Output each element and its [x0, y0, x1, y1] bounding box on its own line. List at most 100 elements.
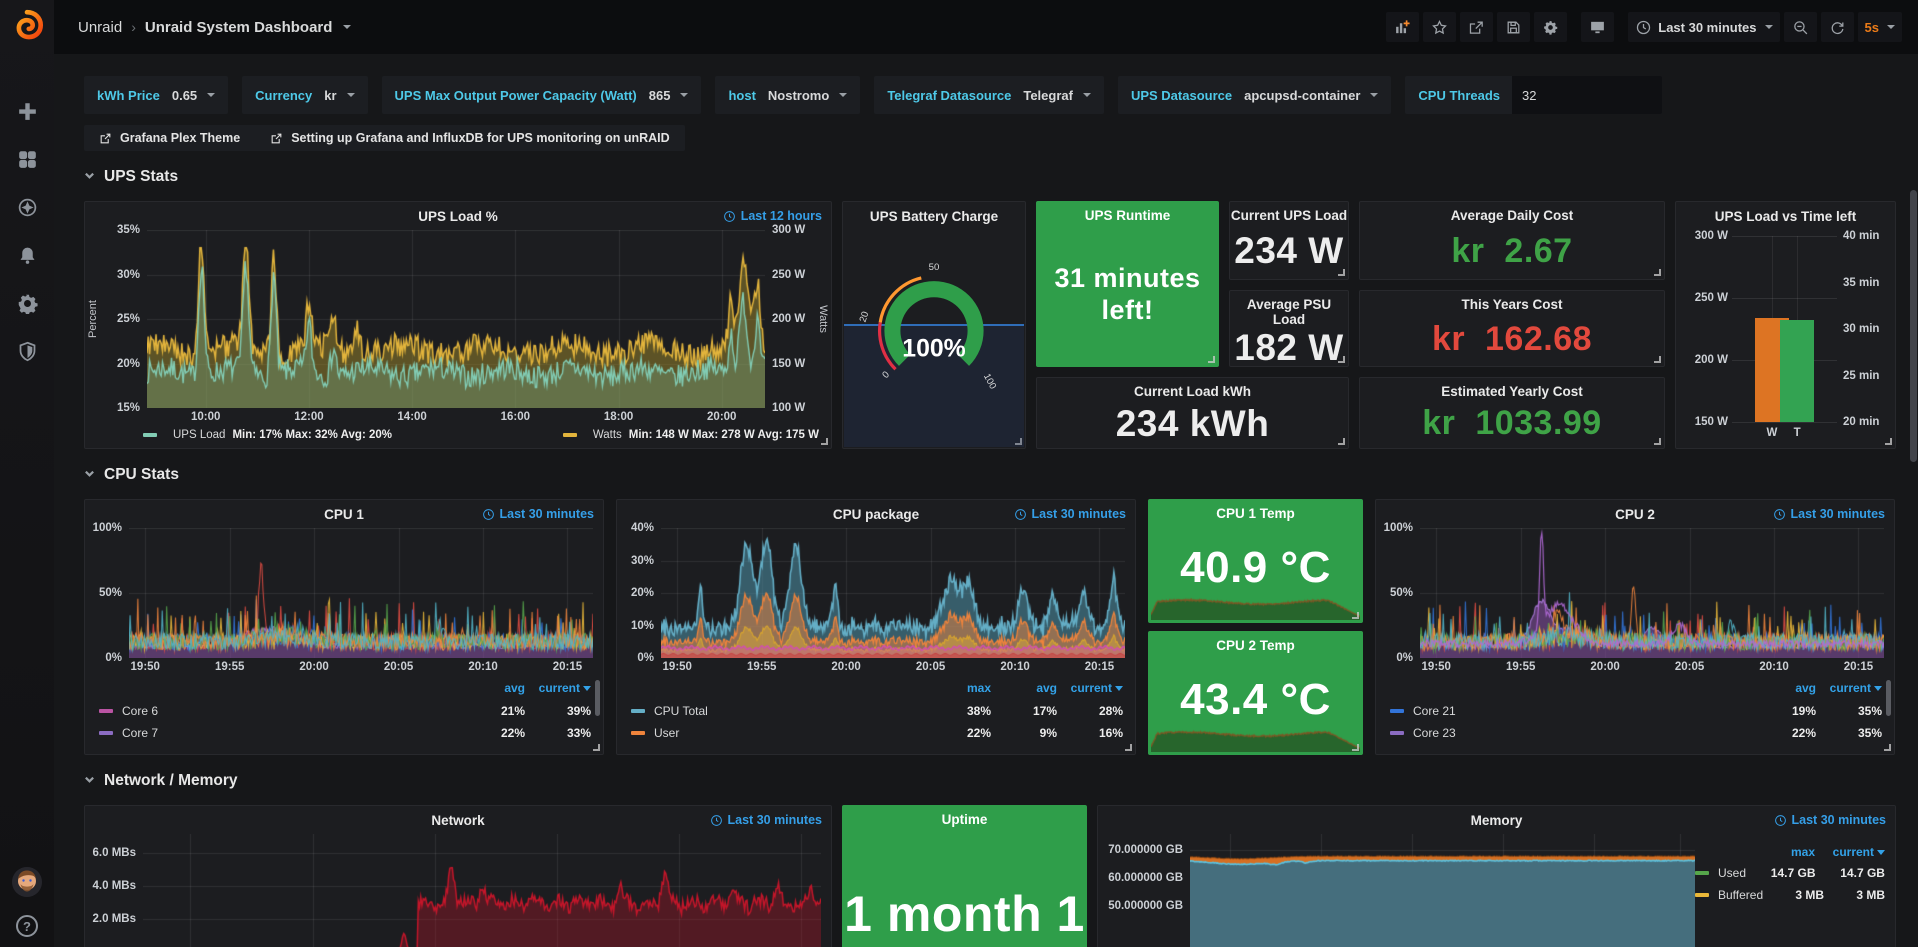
alerting-bell-icon[interactable] — [16, 244, 38, 266]
panel-resize-handle[interactable] — [1654, 269, 1661, 276]
legend-sort-header[interactable]: avg — [991, 681, 1057, 695]
panel-resize-handle[interactable] — [1352, 612, 1359, 619]
server-admin-shield-icon[interactable] — [16, 340, 38, 362]
panel-time-override[interactable]: Last 30 minutes — [482, 507, 594, 521]
dashboards-grid-icon[interactable] — [16, 148, 38, 170]
link-ups-monitoring-guide[interactable]: Setting up Grafana and InfluxDB for UPS … — [270, 131, 669, 145]
panel-resize-handle[interactable] — [1338, 356, 1345, 363]
panel-title[interactable]: Current Load kWh — [1134, 384, 1251, 399]
panel-resize-handle[interactable] — [821, 438, 828, 445]
star-button[interactable] — [1423, 12, 1456, 42]
panel-resize-handle[interactable] — [1338, 438, 1345, 445]
breadcrumb-page-title[interactable]: Unraid System Dashboard — [145, 19, 333, 36]
legend-sort-header[interactable]: max — [925, 681, 991, 695]
variable-value[interactable]: Telegraf — [1023, 88, 1073, 103]
user-avatar[interactable] — [12, 867, 42, 897]
legend-sort-header[interactable]: avg — [459, 681, 525, 695]
panel-time-override[interactable]: Last 30 minutes — [1774, 813, 1886, 827]
create-plus-icon[interactable] — [16, 100, 38, 122]
chevron-down-icon[interactable] — [343, 25, 351, 29]
dashboard-settings-gear-icon[interactable] — [1534, 12, 1567, 42]
panel-resize-handle[interactable] — [1352, 744, 1359, 751]
legend-series-ups-load[interactable]: UPS Load Min: 17% Max: 32% Avg: 20% — [143, 429, 392, 441]
legend-series[interactable]: Core 23 — [1413, 726, 1456, 740]
panel-title[interactable]: UPS Load % — [85, 209, 831, 224]
legend-sort-header[interactable]: max — [1745, 845, 1815, 859]
panel-title[interactable]: Uptime — [942, 812, 988, 827]
section-ups-stats[interactable]: UPS Stats — [84, 168, 1908, 186]
refresh-button[interactable] — [1821, 12, 1854, 42]
legend-sort-header[interactable]: current — [1815, 845, 1885, 859]
legend-series[interactable]: User — [654, 726, 679, 740]
panel-title[interactable]: UPS Runtime — [1085, 208, 1171, 223]
variable-value[interactable]: Nostromo — [768, 88, 829, 103]
save-button[interactable] — [1497, 12, 1530, 42]
legend-series[interactable]: CPU Total — [654, 704, 708, 718]
panel-resize-handle[interactable] — [1654, 438, 1661, 445]
variable-value[interactable]: kr — [324, 88, 336, 103]
memory-chart[interactable] — [1190, 834, 1695, 947]
configuration-gear-icon[interactable] — [16, 292, 38, 314]
legend-series[interactable]: Used — [1718, 866, 1746, 880]
legend-series[interactable]: Core 7 — [122, 726, 158, 740]
cpu1-chart[interactable]: 19:5019:5520:0020:0520:1020:15 — [129, 528, 593, 658]
panel-title[interactable]: UPS Load vs Time left — [1676, 209, 1895, 224]
refresh-interval-picker[interactable]: 5s — [1858, 12, 1902, 42]
panel-time-override[interactable]: Last 30 minutes — [710, 813, 822, 827]
panel-title[interactable]: UPS Battery Charge — [843, 209, 1025, 224]
ups-load-chart[interactable]: 10:0012:0014:0016:0018:0020:00 — [147, 230, 765, 408]
panel-title[interactable]: Average PSU Load — [1230, 297, 1348, 327]
variable-kwh-price[interactable]: kWh Price 0.65 — [84, 76, 228, 114]
network-chart[interactable] — [143, 834, 821, 947]
explore-compass-icon[interactable] — [16, 196, 38, 218]
add-panel-button[interactable] — [1386, 12, 1419, 42]
zoom-out-button[interactable] — [1784, 12, 1817, 42]
panel-resize-handle[interactable] — [593, 744, 600, 751]
variable-telegraf-datasource[interactable]: Telegraf Datasource Telegraf — [874, 76, 1104, 114]
variable-ups-max-output[interactable]: UPS Max Output Power Capacity (Watt) 865 — [382, 76, 702, 114]
panel-title[interactable]: Average Daily Cost — [1451, 208, 1574, 223]
variable-value[interactable]: 865 — [649, 88, 671, 103]
legend-series[interactable]: Core 21 — [1413, 704, 1456, 718]
panel-resize-handle[interactable] — [1338, 269, 1345, 276]
variable-host[interactable]: host Nostromo — [715, 76, 860, 114]
link-grafana-plex-theme[interactable]: Grafana Plex Theme — [99, 131, 240, 145]
time-range-picker[interactable]: Last 30 minutes — [1628, 12, 1779, 42]
legend-series-watts[interactable]: Watts Min: 148 W Max: 278 W Avg: 175 W — [563, 429, 819, 441]
grafana-logo[interactable] — [8, 8, 46, 46]
variable-currency[interactable]: Currency kr — [242, 76, 367, 114]
section-cpu-stats[interactable]: CPU Stats — [84, 466, 1908, 484]
panel-resize-handle[interactable] — [1885, 438, 1892, 445]
legend-sort-header[interactable]: current — [1816, 681, 1882, 695]
panel-title[interactable]: Current UPS Load — [1231, 208, 1347, 223]
panel-resize-handle[interactable] — [1884, 744, 1891, 751]
panel-title[interactable]: Estimated Yearly Cost — [1441, 384, 1583, 399]
panel-resize-handle[interactable] — [1208, 356, 1215, 363]
page-scrollbar-thumb[interactable] — [1910, 190, 1917, 462]
legend-scrollbar[interactable] — [1886, 680, 1891, 716]
cpu-package-chart[interactable]: 19:5019:5520:0020:0520:1020:15 — [661, 528, 1125, 658]
legend-series[interactable]: Buffered — [1718, 888, 1763, 902]
variable-value[interactable]: apcupsd-container — [1244, 88, 1360, 103]
panel-resize-handle[interactable] — [1125, 744, 1132, 751]
legend-sort-header[interactable]: current — [1057, 681, 1123, 695]
legend-sort-header[interactable]: avg — [1750, 681, 1816, 695]
section-network-memory[interactable]: Network / Memory — [84, 772, 1908, 790]
legend-series[interactable]: Core 6 — [122, 704, 158, 718]
legend-scrollbar[interactable] — [595, 680, 600, 716]
cpu2-chart[interactable]: 19:5019:5520:0020:0520:1020:15 — [1420, 528, 1884, 658]
legend-sort-header[interactable]: current — [525, 681, 591, 695]
cpu-threads-input[interactable]: 32 — [1512, 76, 1662, 114]
panel-time-override[interactable]: Last 30 minutes — [1014, 507, 1126, 521]
cycle-view-tv-button[interactable] — [1581, 12, 1614, 42]
breadcrumb-app[interactable]: Unraid — [78, 19, 122, 36]
panel-time-override[interactable]: Last 12 hours — [723, 209, 822, 223]
bar-T[interactable] — [1780, 320, 1814, 422]
variable-value[interactable]: 0.65 — [172, 88, 197, 103]
help-icon[interactable]: ? — [16, 915, 38, 937]
panel-title[interactable]: This Years Cost — [1461, 297, 1562, 312]
variable-ups-datasource[interactable]: UPS Datasource apcupsd-container — [1118, 76, 1391, 114]
panel-time-override[interactable]: Last 30 minutes — [1773, 507, 1885, 521]
panel-resize-handle[interactable] — [1654, 356, 1661, 363]
share-button[interactable] — [1460, 12, 1493, 42]
